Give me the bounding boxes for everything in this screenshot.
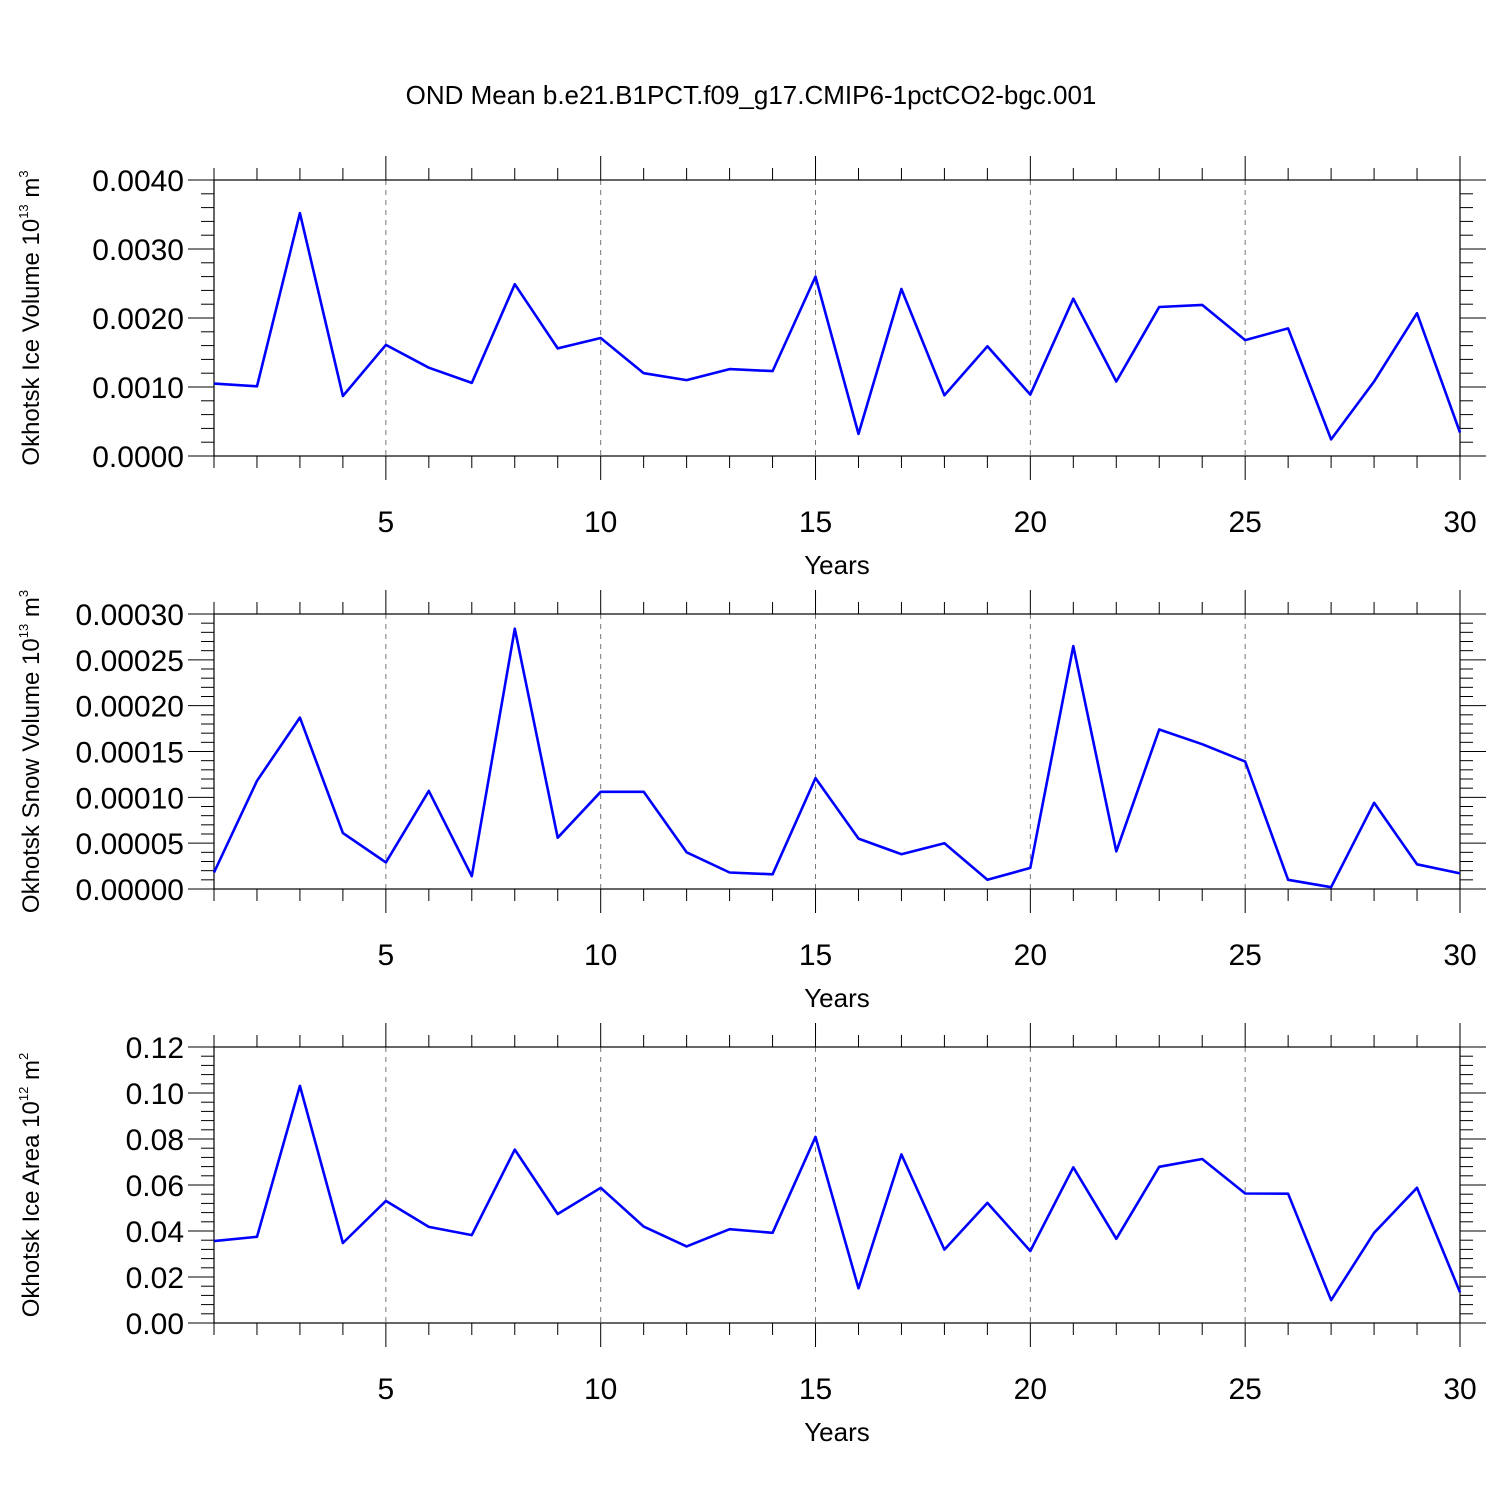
y-tick-label: 0.00030 <box>76 599 184 632</box>
x-tick-label: 30 <box>1443 1373 1476 1406</box>
x-tick-label: 5 <box>378 1373 395 1406</box>
y-tick-label: 0.0010 <box>92 372 184 405</box>
panels: 5 10 15 20 25 300.00000.00100.00200.00300.004… <box>16 156 1486 1447</box>
x-tick-label: 30 <box>1443 506 1476 539</box>
plot-frame <box>213 179 1461 457</box>
y-tick-label: 0.0020 <box>92 303 184 336</box>
y-tick-label: 0.00005 <box>76 828 184 861</box>
x-tick-label: 20 <box>1014 1373 1047 1406</box>
y-tick-label: 0.0030 <box>92 234 184 267</box>
x-axis-label: Years <box>804 550 870 580</box>
x-tick-label: 20 <box>1014 506 1047 539</box>
x-tick-label: 10 <box>584 1373 617 1406</box>
y-tick-label: 0.00015 <box>76 737 184 770</box>
x-tick-label: 25 <box>1228 1373 1261 1406</box>
x-tick-label: 15 <box>799 1373 832 1406</box>
y-tick-label: 0.00 <box>126 1308 184 1341</box>
y-axis-label: Okhotsk Ice Area 1012 m2 <box>16 1053 45 1318</box>
y-tick-label: 0.08 <box>126 1124 184 1157</box>
plot-frame <box>213 1046 1461 1324</box>
y-tick-label: 0.0040 <box>92 165 184 198</box>
figure-title: OND Mean b.e21.B1PCT.f09_g17.CMIP6-1pctC… <box>406 80 1097 110</box>
y-tick-label: 0.00020 <box>76 691 184 724</box>
panel-3: 5 10 15 20 25 30 0.00 0.02 0.04 0.06 0.08 0.10 0.12 Y… <box>16 1023 1486 1447</box>
y-axis-label: Okhotsk Snow Volume 1013 m3 <box>16 590 45 913</box>
x-tick-label: 25 <box>1228 939 1261 972</box>
x-tick-label: 15 <box>799 506 832 539</box>
y-tick-label: 0.00025 <box>76 645 184 678</box>
x-tick-label: 5 <box>378 939 395 972</box>
y-tick-label: 0.00000 <box>76 874 184 907</box>
x-tick-label: 10 <box>584 506 617 539</box>
y-tick-label: 0.04 <box>126 1216 184 1249</box>
y-tick-label: 0.10 <box>126 1078 184 1111</box>
x-tick-label: 10 <box>584 939 617 972</box>
y-tick-label: 0.06 <box>126 1170 184 1203</box>
y-tick-label: 0.12 <box>126 1032 184 1065</box>
x-tick-label: 30 <box>1443 939 1476 972</box>
panel-2: 5 10 15 20 25 30 0.00000 0.00005 0.00010 0.00015 0… <box>16 590 1486 1013</box>
series-line <box>213 211 1462 441</box>
x-axis-label: Years <box>804 983 870 1013</box>
x-tick-label: 5 <box>378 506 395 539</box>
x-tick-label: 20 <box>1014 939 1047 972</box>
series-line <box>212 627 1461 889</box>
x-tick-label: 15 <box>799 939 832 972</box>
x-tick-label: 25 <box>1228 506 1261 539</box>
y-tick-label: 0.00010 <box>76 782 184 815</box>
panel-1: 5 10 15 20 25 30 0.0000 0.0010 0.0020 0.0030 0.004… <box>16 156 1486 580</box>
x-axis-label: Years <box>804 1417 870 1447</box>
series-line <box>213 1084 1462 1302</box>
y-tick-label: 0.0000 <box>92 441 184 474</box>
y-axis-label: Okhotsk Ice Volume 1013 m3 <box>16 170 45 465</box>
y-tick-label: 0.02 <box>126 1262 184 1295</box>
plot-frame <box>213 613 1461 890</box>
